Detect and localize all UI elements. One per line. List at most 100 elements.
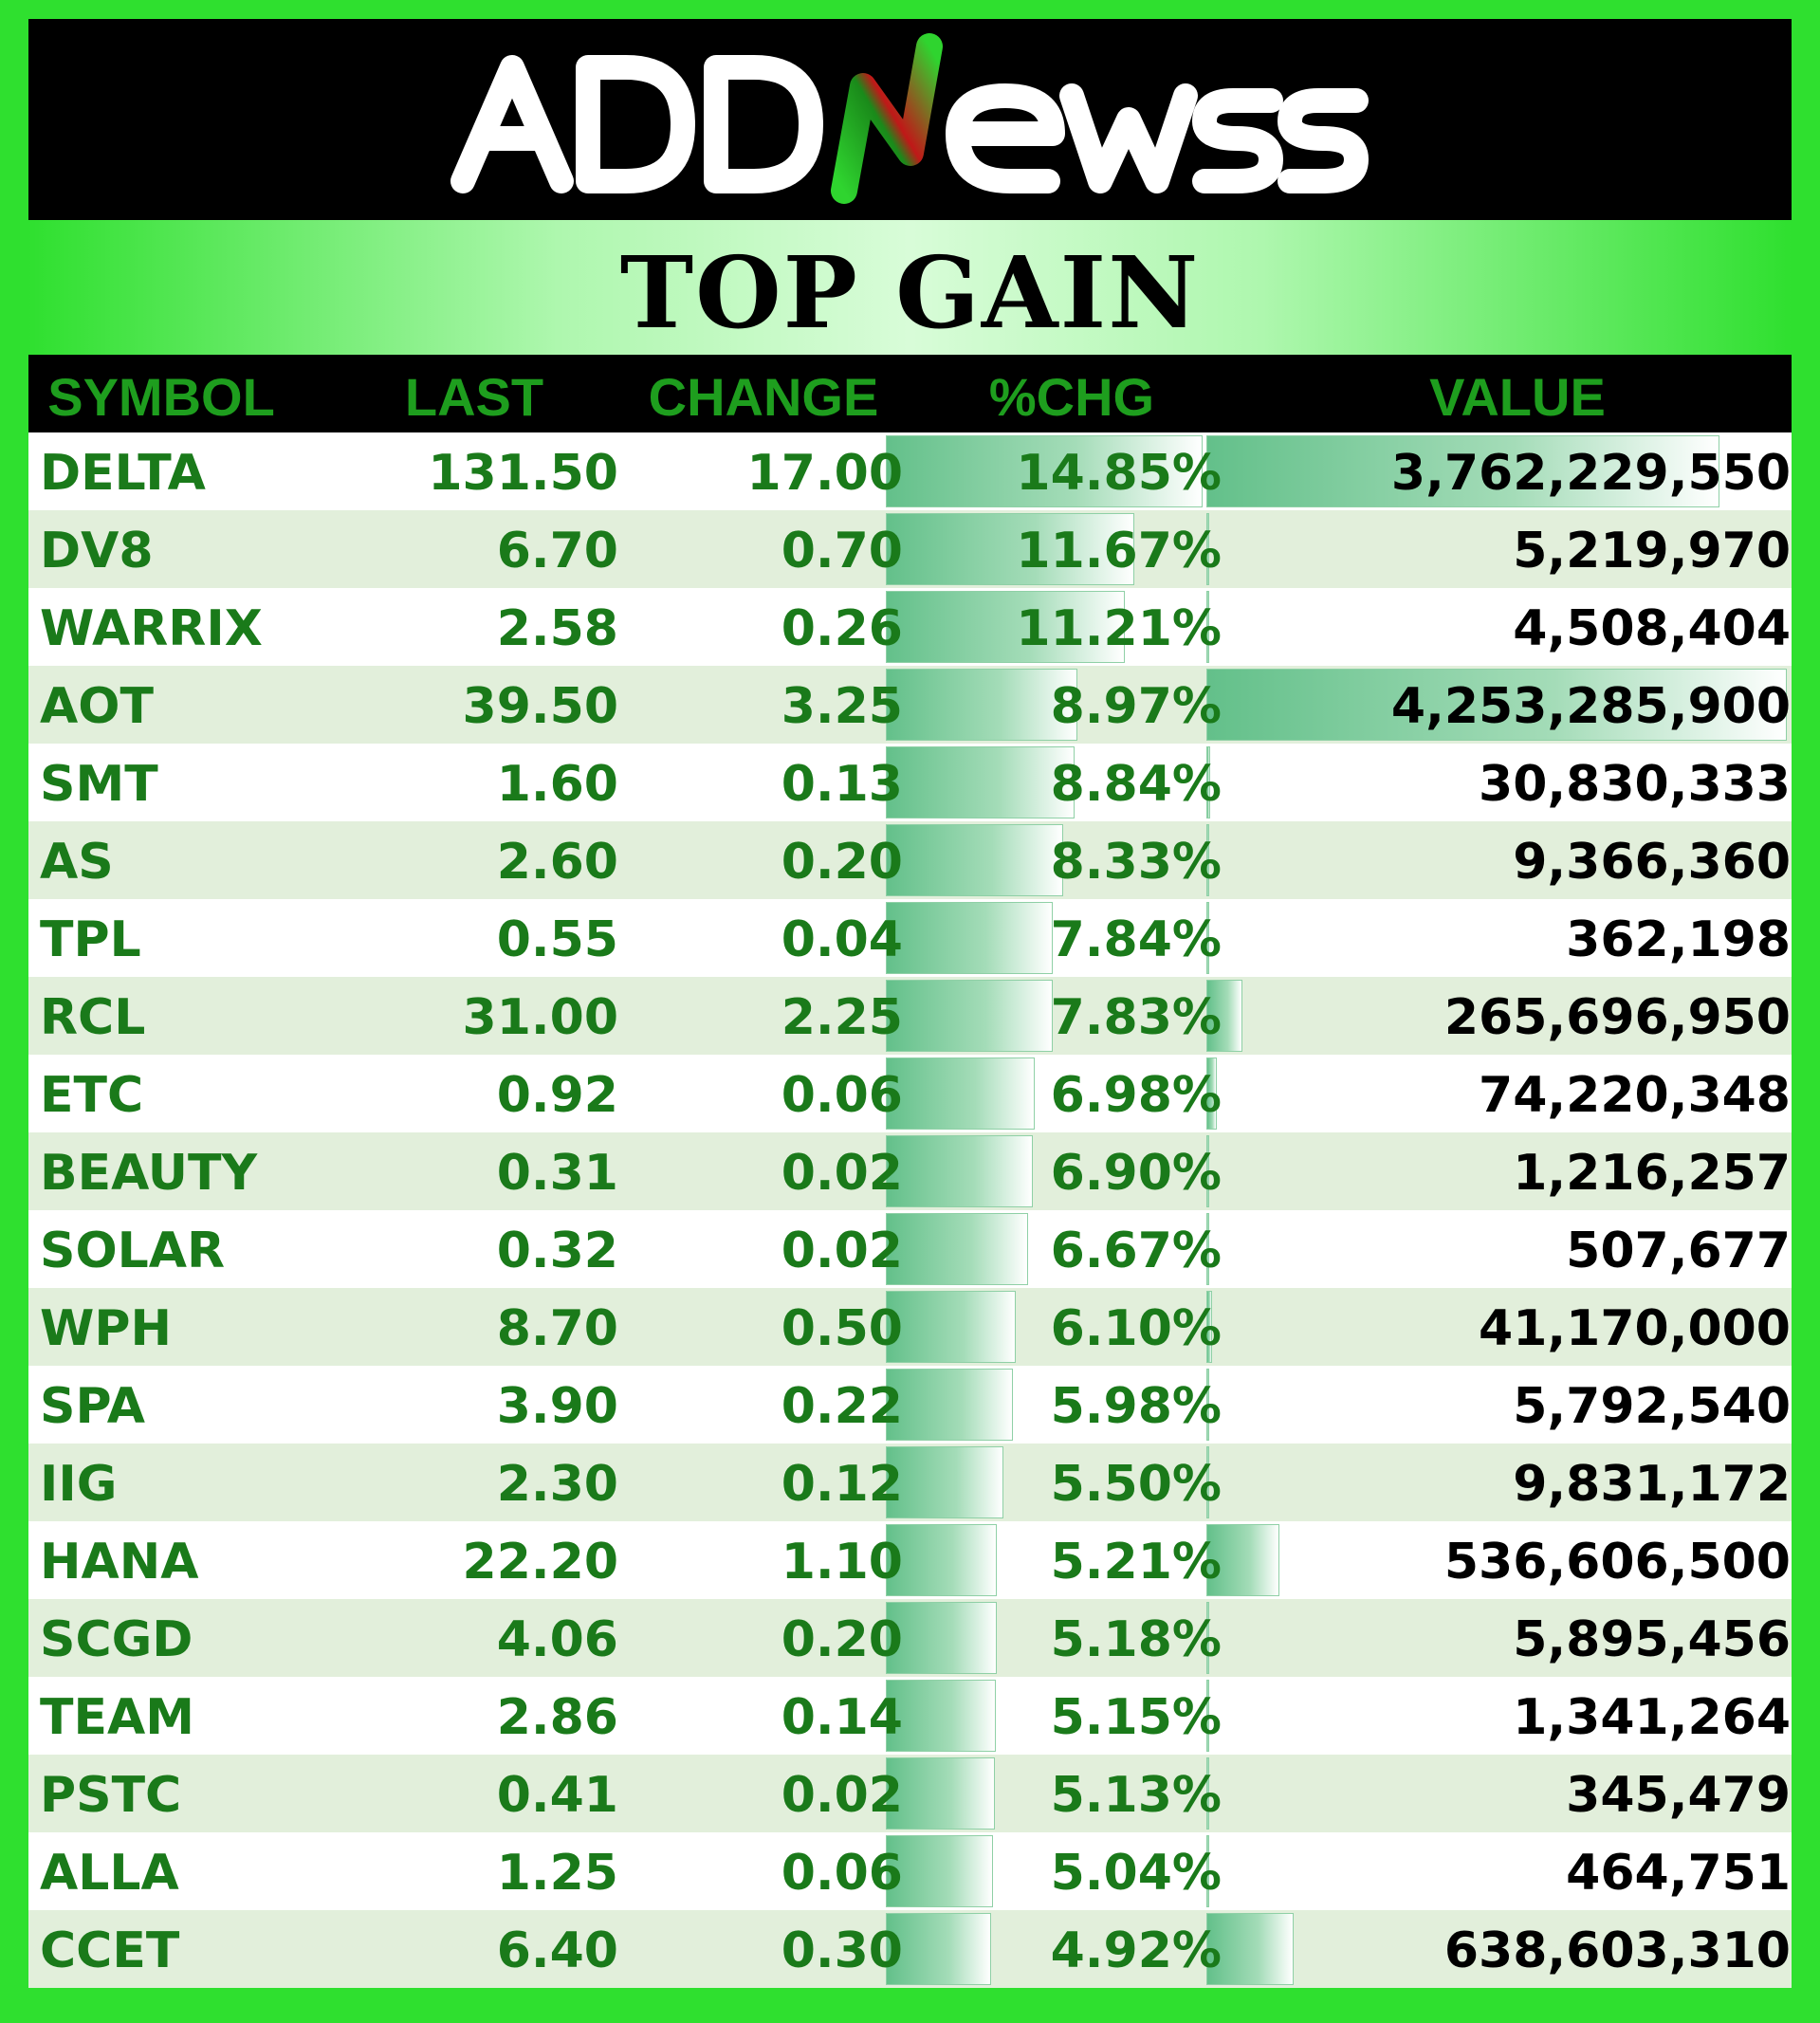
- cell-change: 2.25: [781, 989, 903, 1046]
- pct-bar-track: [886, 1446, 1206, 1518]
- cell-symbol: SMT: [40, 756, 158, 813]
- value-bar: [1206, 1602, 1209, 1674]
- table-header: SYMBOL LAST CHANGE %CHG VALUE: [28, 355, 1792, 432]
- pct-bar: [886, 1835, 994, 1907]
- pct-bar: [886, 1369, 1014, 1441]
- header-symbol: SYMBOL: [47, 367, 275, 427]
- cell-pctchg: 4.92%: [1050, 1922, 1222, 1979]
- table-row: IIG 2.30 0.12 5.50% 9,831,172: [28, 1444, 1792, 1521]
- value-bar-track: [1206, 1057, 1791, 1130]
- pct-bar: [886, 1913, 991, 1985]
- value-bar: [1206, 1446, 1209, 1518]
- table-row: WARRIX 2.58 0.26 11.21% 4,508,404: [28, 588, 1792, 666]
- pct-bar: [886, 1446, 1003, 1518]
- cell-change: 0.02: [781, 1223, 903, 1279]
- pct-bar-track: [886, 513, 1206, 585]
- cell-value: 41,170,000: [1479, 1300, 1791, 1357]
- cell-last: 22.20: [462, 1534, 618, 1591]
- pct-bar: [886, 746, 1075, 818]
- cell-value: 638,603,310: [1443, 1922, 1791, 1979]
- pct-bar-track: [886, 1913, 1206, 1985]
- value-bar: [1206, 1213, 1209, 1285]
- cell-symbol: TPL: [40, 911, 141, 968]
- cell-symbol: RCL: [40, 989, 146, 1046]
- cell-last: 3.90: [496, 1378, 618, 1435]
- cell-change: 0.20: [781, 1611, 903, 1668]
- table-row: BEAUTY 0.31 0.02 6.90% 1,216,257: [28, 1132, 1792, 1210]
- cell-value: 536,606,500: [1443, 1534, 1791, 1591]
- cell-pctchg: 8.33%: [1050, 834, 1222, 891]
- cell-change: 0.13: [781, 756, 903, 813]
- cell-change: 0.02: [781, 1145, 903, 1202]
- cell-pctchg: 5.21%: [1050, 1534, 1222, 1591]
- value-bar: [1206, 746, 1211, 818]
- table-row: AOT 39.50 3.25 8.97% 4,253,285,900: [28, 666, 1792, 744]
- pct-bar: [886, 669, 1077, 741]
- table-row: CCET 6.40 0.30 4.92% 638,603,310: [28, 1910, 1792, 1988]
- table-row: RCL 31.00 2.25 7.83% 265,696,950: [28, 977, 1792, 1055]
- cell-symbol: WARRIX: [40, 600, 263, 657]
- pct-bar-track: [886, 435, 1206, 507]
- cell-last: 8.70: [496, 1300, 618, 1357]
- table-row: PSTC 0.41 0.02 5.13% 345,479: [28, 1755, 1792, 1832]
- value-bar: [1206, 1291, 1212, 1363]
- value-bar-track: [1206, 1446, 1791, 1518]
- table-row: DV8 6.70 0.70 11.67% 5,219,970: [28, 510, 1792, 588]
- value-bar-track: [1206, 1757, 1791, 1830]
- pct-bar-track: [886, 1757, 1206, 1830]
- pct-bar-track: [886, 1524, 1206, 1596]
- pct-bar-track: [886, 1680, 1206, 1752]
- value-bar-track: [1206, 513, 1791, 585]
- value-bar: [1206, 824, 1209, 896]
- cell-change: 0.02: [781, 1767, 903, 1824]
- pct-bar-track: [886, 1057, 1206, 1130]
- cell-pctchg: 5.04%: [1050, 1845, 1222, 1902]
- cell-last: 39.50: [462, 678, 618, 735]
- pct-bar: [886, 902, 1054, 974]
- table-row: TEAM 2.86 0.14 5.15% 1,341,264: [28, 1677, 1792, 1755]
- value-bar: [1206, 669, 1787, 741]
- pct-bar-track: [886, 824, 1206, 896]
- cell-change: 0.22: [781, 1378, 903, 1435]
- value-bar-track: [1206, 1913, 1791, 1985]
- pct-bar: [886, 1680, 996, 1752]
- cell-symbol: DELTA: [40, 445, 206, 502]
- cell-symbol: SOLAR: [40, 1223, 226, 1279]
- value-bar-track: [1206, 1213, 1791, 1285]
- table-row: SMT 1.60 0.13 8.84% 30,830,333: [28, 744, 1792, 821]
- cell-change: 0.30: [781, 1922, 903, 1979]
- pct-bar-track: [886, 669, 1206, 741]
- cell-value: 345,479: [1566, 1767, 1791, 1824]
- pct-bar: [886, 1213, 1029, 1285]
- cell-change: 0.12: [781, 1456, 903, 1513]
- cell-last: 6.40: [496, 1922, 618, 1979]
- pct-bar-track: [886, 1369, 1206, 1441]
- table-row: ETC 0.92 0.06 6.98% 74,220,348: [28, 1055, 1792, 1132]
- cell-symbol: HANA: [40, 1534, 199, 1591]
- table-row: TPL 0.55 0.04 7.84% 362,198: [28, 899, 1792, 977]
- header-value: VALUE: [1429, 367, 1606, 427]
- cell-last: 0.41: [496, 1767, 618, 1824]
- cell-value: 1,341,264: [1513, 1689, 1791, 1746]
- pct-bar: [886, 824, 1064, 896]
- value-bar-track: [1206, 1835, 1791, 1907]
- pct-bar-track: [886, 1213, 1206, 1285]
- cell-change: 0.26: [781, 600, 903, 657]
- cell-pctchg: 7.83%: [1050, 989, 1222, 1046]
- pct-bar-track: [886, 746, 1206, 818]
- cell-value: 4,508,404: [1513, 600, 1791, 657]
- table-row: HANA 22.20 1.10 5.21% 536,606,500: [28, 1521, 1792, 1599]
- value-bar-track: [1206, 1291, 1791, 1363]
- value-bar-track: [1206, 902, 1791, 974]
- pct-bar-track: [886, 1135, 1206, 1207]
- cell-value: 5,792,540: [1513, 1378, 1791, 1435]
- value-bar: [1206, 1835, 1209, 1907]
- cell-last: 2.86: [496, 1689, 618, 1746]
- pct-bar-track: [886, 1602, 1206, 1674]
- pct-bar-track: [886, 1291, 1206, 1363]
- cell-symbol: TEAM: [40, 1689, 194, 1746]
- cell-pctchg: 6.90%: [1050, 1145, 1222, 1202]
- value-bar-track: [1206, 824, 1791, 896]
- cell-last: 1.25: [496, 1845, 618, 1902]
